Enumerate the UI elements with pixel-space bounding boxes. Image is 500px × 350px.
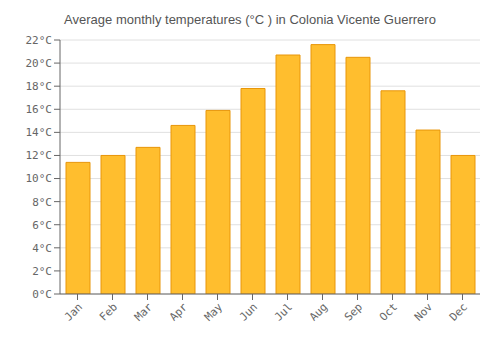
svg-text:12°C: 12°C — [26, 149, 53, 162]
svg-text:Jun: Jun — [237, 300, 260, 323]
html-text:Average monthly temperatures (: Average monthly temperatures (°C ) in Co… — [64, 12, 436, 27]
svg-text:Jul: Jul — [272, 300, 295, 323]
svg-text:0°C: 0°C — [32, 288, 52, 301]
svg-text:16°C: 16°C — [26, 103, 53, 116]
svg-text:6°C: 6°C — [32, 219, 52, 232]
svg-text:22°C: 22°C — [26, 34, 53, 47]
svg-text:10°C: 10°C — [26, 172, 53, 185]
svg-text:May: May — [202, 300, 226, 324]
svg-text:2°C: 2°C — [32, 265, 52, 278]
svg-text:Dec: Dec — [447, 300, 470, 323]
svg-text:4°C: 4°C — [32, 242, 52, 255]
svg-text:18°C: 18°C — [26, 80, 53, 93]
svg-text:20°C: 20°C — [26, 57, 53, 70]
svg-text:Apr: Apr — [167, 300, 191, 324]
svg-text:Oct: Oct — [377, 300, 400, 323]
svg-text:Jan: Jan — [62, 300, 85, 323]
svg-text:14°C: 14°C — [26, 126, 53, 139]
svg-text:Mar: Mar — [132, 300, 156, 324]
svg-text:8°C: 8°C — [32, 196, 52, 209]
svg-text:Sep: Sep — [342, 300, 365, 323]
svg-text:Nov: Nov — [412, 300, 436, 324]
svg-text:Aug: Aug — [307, 300, 330, 323]
svg-text:Feb: Feb — [97, 300, 120, 323]
